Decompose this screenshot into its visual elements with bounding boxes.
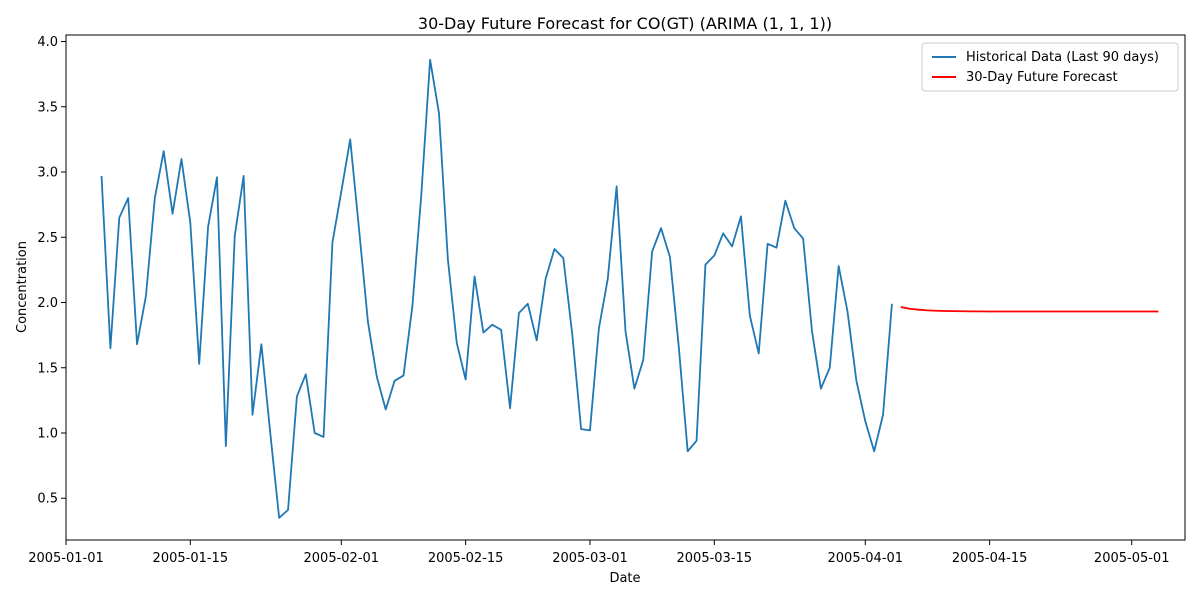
y-tick-label: 3.0 — [37, 166, 58, 181]
x-tick-label: 2005-01-15 — [153, 551, 229, 566]
y-tick-label: 1.0 — [37, 426, 58, 441]
y-tick-label: 0.5 — [37, 492, 58, 507]
legend: Historical Data (Last 90 days) 30-Day Fu… — [921, 42, 1179, 92]
x-axis-title: Date — [609, 571, 640, 586]
forecast-series-line — [900, 306, 1159, 313]
y-tick-label: 3.5 — [37, 100, 58, 115]
legend-label-forecast: 30-Day Future Forecast — [966, 70, 1118, 85]
y-tick-label: 1.5 — [37, 361, 58, 376]
x-tick-label: 2005-02-15 — [428, 551, 504, 566]
x-tick-label: 2005-03-01 — [552, 551, 628, 566]
x-tick-label: 2005-05-01 — [1094, 551, 1170, 566]
x-tick-label: 2005-04-01 — [828, 551, 904, 566]
y-tick-label: 4.0 — [37, 35, 58, 50]
y-axis-title: Concentration — [15, 241, 30, 333]
chart-title: 30-Day Future Forecast for CO(GT) (ARIMA… — [418, 14, 832, 33]
x-tick-label: 2005-03-15 — [677, 551, 753, 566]
plot-frame — [65, 34, 1186, 541]
legend-box — [921, 42, 1179, 92]
x-tick-label: 2005-02-01 — [304, 551, 380, 566]
y-tick-label: 2.5 — [37, 231, 58, 246]
legend-label-historical: Historical Data (Last 90 days) — [966, 50, 1159, 65]
x-tick-label: 2005-01-01 — [28, 551, 104, 566]
y-tick-label: 2.0 — [37, 296, 58, 311]
x-tick-label: 2005-04-15 — [952, 551, 1028, 566]
historical-series-line — [100, 58, 893, 519]
